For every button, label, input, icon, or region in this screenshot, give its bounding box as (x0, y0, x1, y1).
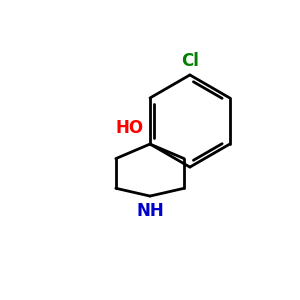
Text: HO: HO (116, 118, 144, 136)
Text: NH: NH (136, 202, 164, 220)
Text: Cl: Cl (181, 52, 199, 70)
